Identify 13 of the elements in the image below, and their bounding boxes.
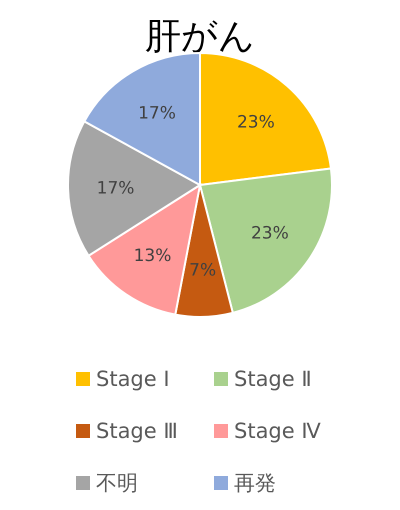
data-label: 23% (250, 223, 289, 244)
data-label: 23% (236, 112, 275, 133)
legend-label: Stage Ⅱ (234, 367, 312, 391)
data-label: 17% (96, 178, 134, 199)
legend-label: 不明 (96, 471, 138, 495)
legend-label: Stage Ⅰ (96, 367, 170, 391)
legend-label: Stage Ⅲ (96, 419, 178, 443)
chart-title: 肝がん (145, 16, 255, 57)
data-label: 17% (138, 103, 176, 124)
legend-label: 再発 (234, 471, 276, 495)
legend-label: Stage Ⅳ (234, 419, 322, 443)
data-label: 7% (189, 260, 216, 280)
data-label: 13% (134, 246, 172, 266)
